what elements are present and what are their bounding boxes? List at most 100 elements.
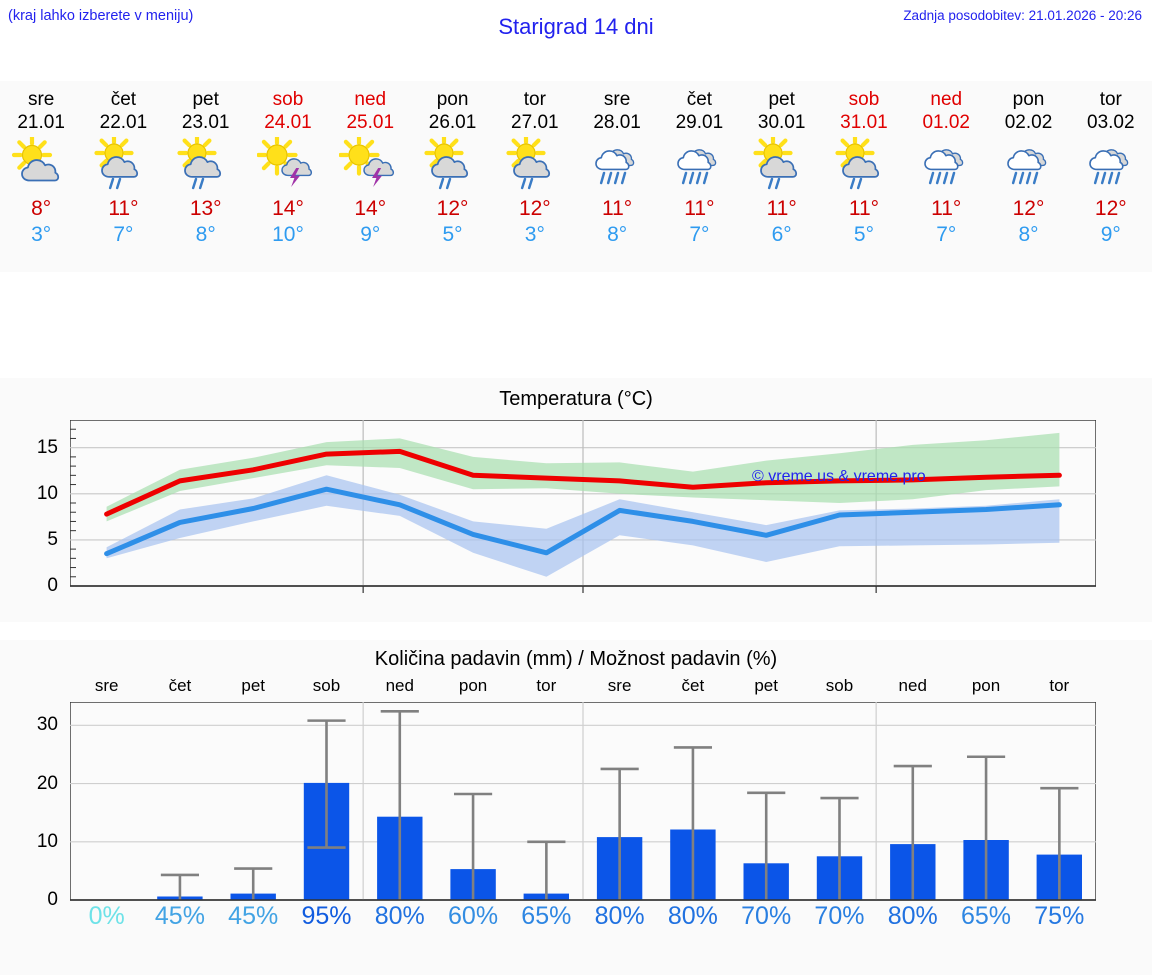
day-date-label: 24.01	[264, 112, 312, 133]
precipitation-probability-label: 95%	[301, 902, 352, 930]
precipitation-day-label: tor	[536, 676, 557, 695]
precipitation-probability-label: 45%	[228, 902, 279, 930]
day-date-label: 29.01	[675, 112, 724, 133]
max-temperature-label: 12°	[1094, 197, 1127, 220]
precipitation-chart-section: Količina padavin (mm) / Možnost padavin …	[0, 640, 1152, 975]
day-date-label: 03.02	[1087, 112, 1135, 133]
precipitation-probability-label: 65%	[960, 902, 1012, 930]
temperature-y-axis-labels: 0 5 10 15	[0, 420, 62, 600]
max-temperature-label: 14°	[354, 197, 387, 220]
forecast-day-column[interactable]: pon 02.02 12° 8°	[987, 81, 1069, 272]
precipitation-probability-label: 70%	[741, 902, 792, 930]
min-temperature-label: 8°	[195, 223, 216, 246]
min-temperature-label: 7°	[936, 223, 957, 246]
min-temperature-label: 9°	[1100, 223, 1121, 246]
precipitation-day-label: sre	[607, 676, 632, 695]
forecast-day-column[interactable]: sob 24.01 14° 10°	[247, 81, 329, 272]
forecast-days-list: sre 21.01 8° 3° čet 22.01 11° 7° pet 23.01 13° 8…	[0, 81, 1152, 272]
day-date-label: 26.01	[428, 112, 477, 133]
min-temperature-label: 7°	[113, 223, 134, 246]
day-date-label: 21.01	[17, 112, 65, 133]
max-temperature-label: 11°	[766, 197, 797, 220]
page-header: (kraj lahko izberete v meniju) Starigrad…	[0, 0, 1152, 62]
day-of-week-label: sre	[27, 89, 55, 110]
y-tick-label: 10	[36, 482, 58, 504]
forecast-day-column[interactable]: tor 03.02 12° 9°	[1070, 81, 1152, 272]
precipitation-day-label: čet	[681, 676, 705, 695]
day-of-week-label: pet	[192, 89, 219, 110]
precipitation-day-label: ned	[898, 676, 927, 695]
precipitation-probability-label: 75%	[1034, 902, 1085, 930]
max-temperature-label: 8°	[31, 197, 52, 220]
max-temperature-label: 12°	[1012, 197, 1045, 220]
precipitation-day-label: pon	[971, 676, 1001, 695]
last-updated-label: Zadnja posodobitev: 21.01.2026 - 20:26	[903, 8, 1142, 23]
min-temperature-label: 9°	[360, 223, 381, 246]
sun-cloud-rain-icon	[751, 136, 813, 194]
y-tick-label: 0	[47, 889, 58, 910]
precipitation-day-label: sob	[312, 676, 341, 695]
day-of-week-label: tor	[523, 89, 546, 110]
forecast-day-column[interactable]: čet 29.01 11° 7°	[658, 81, 740, 272]
forecast-day-column[interactable]: pet 30.01 11° 6°	[741, 81, 823, 272]
y-tick-label: 0	[47, 575, 58, 596]
day-date-label: 30.01	[757, 112, 806, 133]
day-date-label: 28.01	[593, 112, 641, 133]
forecast-day-column[interactable]: sre 28.01 11° 8°	[576, 81, 658, 272]
day-date-label: 23.01	[181, 112, 230, 133]
min-temperature-label: 8°	[1018, 223, 1039, 246]
max-temperature-label: 11°	[684, 197, 715, 220]
forecast-day-column[interactable]: ned 25.01 14° 9°	[329, 81, 411, 272]
min-temperature-label: 6°	[771, 223, 792, 246]
forecast-day-column[interactable]: pon 26.01 12° 5°	[411, 81, 493, 272]
precipitation-day-label: pet	[241, 676, 266, 695]
precipitation-day-label: pon	[458, 676, 488, 695]
day-date-label: 01.02	[922, 112, 970, 133]
day-of-week-label: ned	[930, 89, 963, 110]
forecast-day-column[interactable]: sob 31.01 11° 5°	[823, 81, 905, 272]
day-of-week-label: pon	[436, 89, 469, 110]
temperature-chart-title: Temperatura (°C)	[499, 388, 653, 410]
forecast-day-strip: sre 21.01 8° 3° čet 22.01 11° 7° pet 23.01 13° 8…	[0, 81, 1152, 272]
precipitation-day-label: tor	[1049, 676, 1070, 695]
precipitation-day-labels: sre čet pet sob ned pon tor sre čet pet sob ned pon t…	[70, 676, 1096, 698]
precipitation-y-axis-labels: 0 10 20 30	[0, 702, 62, 910]
sun-cloud-rain-icon	[504, 136, 566, 194]
day-of-week-label: ned	[354, 89, 387, 110]
menu-hint: (kraj lahko izberete v meniju)	[8, 8, 194, 24]
day-date-label: 31.01	[840, 112, 888, 133]
y-tick-label: 20	[36, 772, 58, 794]
precipitation-day-label: pet	[754, 676, 778, 695]
forecast-day-column[interactable]: pet 23.01 13° 8°	[165, 81, 247, 272]
min-temperature-label: 10°	[272, 223, 304, 246]
precipitation-day-label: sre	[94, 676, 119, 695]
precipitation-probability-label: 0%	[88, 902, 125, 930]
sun-cloud-rain-icon	[92, 136, 154, 194]
day-of-week-label: sob	[848, 89, 880, 110]
forecast-day-column[interactable]: tor 27.01 12° 3°	[494, 81, 576, 272]
copyright-label: © vreme.us & vreme.pro	[752, 468, 926, 485]
min-temperature-label: 3°	[31, 223, 52, 246]
day-of-week-label: čet	[686, 89, 713, 110]
max-temperature-label: 14°	[272, 197, 304, 220]
precipitation-probability-label: 80%	[667, 902, 718, 930]
day-of-week-label: čet	[110, 89, 137, 110]
day-of-week-label: sob	[272, 89, 304, 110]
precipitation-probability-row: 0% 45% 45% 95% 80% 60% 65% 80% 80% 70% 70% 80% 65% 75…	[70, 902, 1096, 942]
day-date-label: 25.01	[346, 112, 395, 133]
forecast-day-column[interactable]: sre 21.01 8° 3°	[0, 81, 82, 272]
y-tick-label: 5	[47, 528, 58, 550]
max-temperature-label: 11°	[602, 197, 633, 220]
forecast-day-column[interactable]: ned 01.02 11° 7°	[905, 81, 987, 272]
forecast-day-column[interactable]: čet 22.01 11° 7°	[82, 81, 164, 272]
sun-cloud-rain-icon	[833, 136, 895, 194]
min-temperature-label: 3°	[524, 223, 545, 246]
day-of-week-label: pon	[1012, 89, 1045, 110]
max-temperature-label: 13°	[189, 197, 222, 220]
sun-cloud-thunder-icon	[256, 136, 319, 194]
temperature-plot	[70, 420, 1096, 593]
y-tick-label: 10	[36, 830, 58, 852]
max-temperature-label: 11°	[848, 197, 880, 220]
cloud-rain-icon	[668, 136, 730, 194]
max-temperature-label: 11°	[931, 197, 962, 220]
